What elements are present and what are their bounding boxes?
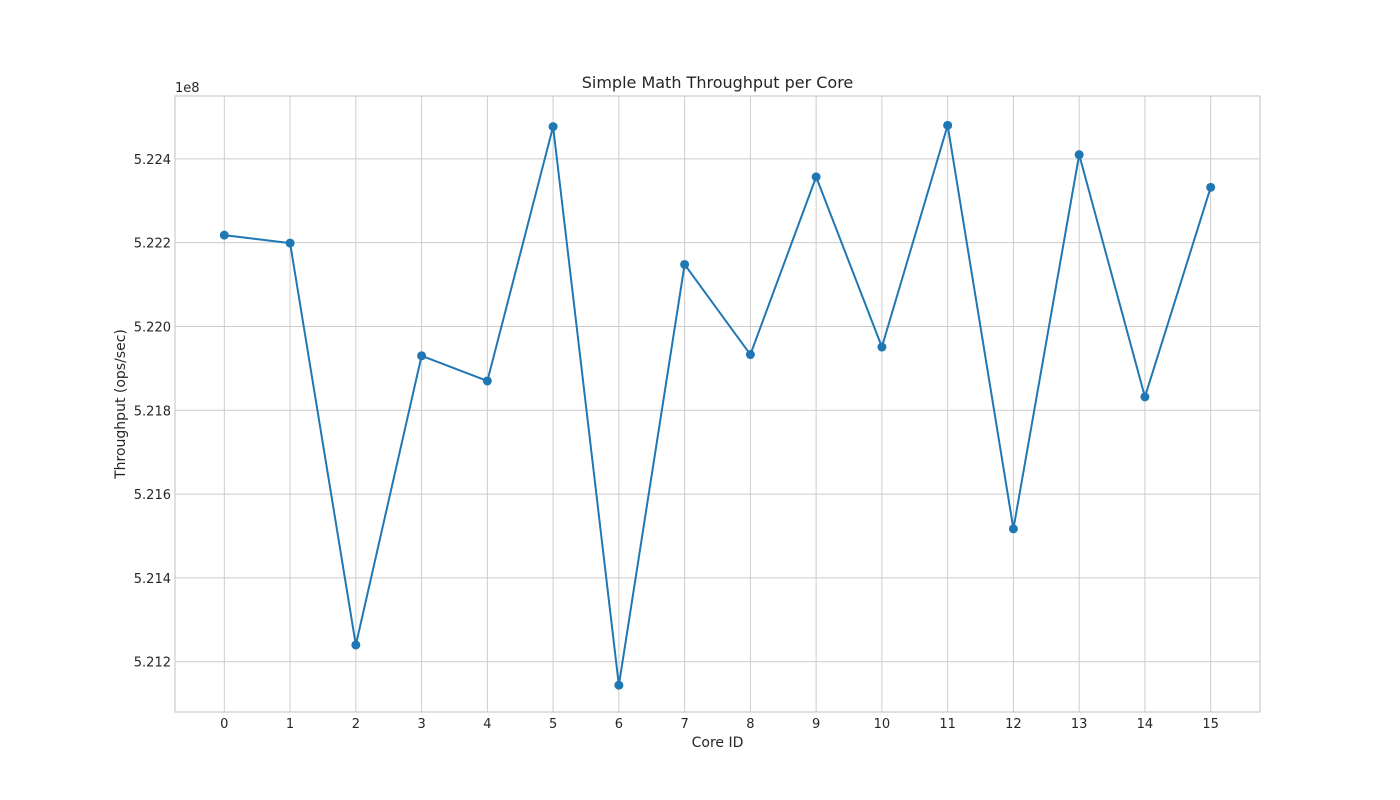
series-line bbox=[224, 124, 1212, 687]
y-tick-label: 5.220 bbox=[134, 320, 171, 335]
y-axis-ticks: 5.212 5.214 5.216 5.218 5.220 5.222 5.224 bbox=[134, 153, 171, 671]
x-tick-label: 3 bbox=[417, 717, 425, 732]
x-tick-label: 15 bbox=[1202, 717, 1219, 732]
data-point bbox=[745, 350, 755, 360]
y-tick-label: 5.222 bbox=[134, 237, 171, 252]
y-axis-offset-text: 1e8 bbox=[175, 81, 200, 96]
x-tick-label: 13 bbox=[1071, 717, 1088, 732]
x-tick-label: 6 bbox=[615, 717, 623, 732]
data-point bbox=[943, 120, 953, 130]
series-layer bbox=[219, 120, 1216, 690]
y-tick-label: 5.214 bbox=[134, 572, 171, 587]
plot-frame bbox=[174, 95, 1261, 713]
x-tick-label: 10 bbox=[874, 717, 891, 732]
x-tick-label: 2 bbox=[352, 717, 360, 732]
data-point bbox=[1206, 182, 1216, 192]
data-point bbox=[285, 238, 295, 248]
y-tick-label: 5.224 bbox=[134, 153, 171, 168]
chart-title: Simple Math Throughput per Core bbox=[582, 73, 854, 92]
x-tick-label: 11 bbox=[939, 717, 956, 732]
x-tick-label: 9 bbox=[812, 717, 820, 732]
data-point bbox=[877, 342, 887, 352]
y-tick-label: 5.212 bbox=[134, 656, 171, 671]
data-point bbox=[614, 680, 624, 690]
data-point bbox=[680, 259, 690, 269]
data-point bbox=[351, 640, 361, 650]
x-tick-label: 14 bbox=[1137, 717, 1154, 732]
data-point bbox=[417, 351, 427, 361]
data-point bbox=[1140, 392, 1150, 402]
data-point bbox=[548, 122, 558, 132]
y-tick-label: 5.218 bbox=[134, 404, 171, 419]
data-point bbox=[1008, 524, 1018, 534]
x-tick-label: 4 bbox=[483, 717, 491, 732]
x-tick-label: 12 bbox=[1005, 717, 1022, 732]
x-tick-label: 8 bbox=[746, 717, 754, 732]
x-tick-label: 5 bbox=[549, 717, 557, 732]
x-axis-label: Core ID bbox=[692, 735, 744, 751]
x-tick-label: 7 bbox=[680, 717, 688, 732]
y-axis-label: Throughput (ops/sec) bbox=[113, 329, 129, 480]
data-point bbox=[811, 172, 821, 182]
x-tick-label: 0 bbox=[220, 717, 228, 732]
data-point bbox=[1074, 150, 1084, 160]
x-axis-ticks: 0 1 2 3 4 5 6 7 8 9 10 11 12 13 14 15 bbox=[220, 717, 1219, 732]
x-tick-label: 1 bbox=[286, 717, 294, 732]
y-tick-label: 5.216 bbox=[134, 488, 171, 503]
data-point bbox=[219, 230, 229, 240]
data-point bbox=[482, 376, 492, 386]
grid bbox=[175, 96, 1260, 712]
